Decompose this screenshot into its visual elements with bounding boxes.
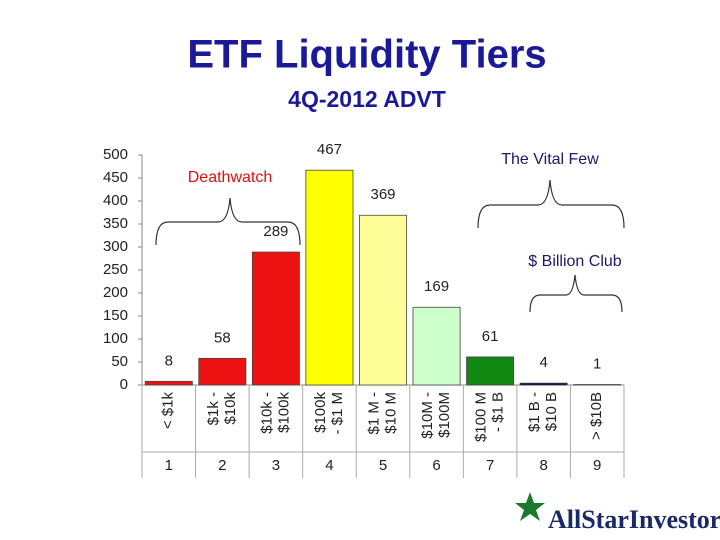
y-tick-label: 150 xyxy=(103,307,128,324)
bar xyxy=(412,306,461,386)
y-tick-label: 50 xyxy=(111,353,128,370)
tier-label: 5 xyxy=(379,457,387,474)
x-tick-label: $10M - xyxy=(419,392,436,439)
y-tick-label: 250 xyxy=(103,261,128,278)
value-label: 169 xyxy=(424,278,449,295)
tier-label: 9 xyxy=(593,457,601,474)
y-tick-label: 350 xyxy=(103,215,128,232)
value-label: 58 xyxy=(214,329,231,346)
tier-label: 3 xyxy=(272,457,280,474)
x-tick-label: $10 B xyxy=(543,392,560,431)
bar xyxy=(359,214,407,386)
x-tick-label: > $10B xyxy=(588,392,605,440)
tier-label: 6 xyxy=(432,457,440,474)
logo: AllStarInvestor xyxy=(515,492,720,534)
tier-label: 8 xyxy=(539,457,547,474)
tier-label: 7 xyxy=(486,457,494,474)
y-tick-label: 400 xyxy=(103,192,128,209)
x-tick-label: $10k xyxy=(222,392,239,425)
annotation: Deathwatch xyxy=(188,169,273,186)
y-tick-label: 300 xyxy=(103,238,128,255)
x-tick-label: - $1 M xyxy=(329,392,346,435)
chart-title: ETF Liquidity Tiers xyxy=(187,33,546,77)
x-tick-label: $10k - xyxy=(258,392,275,434)
value-label: 8 xyxy=(165,352,173,369)
value-label: 4 xyxy=(539,354,547,371)
bar xyxy=(305,169,354,386)
bar xyxy=(466,356,515,386)
value-label: 289 xyxy=(263,223,288,240)
tier-label: 4 xyxy=(325,457,333,474)
brace xyxy=(155,197,301,246)
bar xyxy=(198,357,247,386)
chart-subtitle: 4Q-2012 ADVT xyxy=(288,86,446,112)
tier-label: 2 xyxy=(218,457,226,474)
x-tick-label: $100 M xyxy=(473,392,490,442)
y-tick-label: 450 xyxy=(103,169,128,186)
bar xyxy=(251,251,300,386)
logo-star xyxy=(515,492,545,521)
x-tick-label: $1 B - xyxy=(526,392,543,432)
value-label: 369 xyxy=(370,186,395,203)
y-tick-label: 200 xyxy=(103,284,128,301)
brace xyxy=(477,179,625,229)
value-label: 61 xyxy=(482,328,499,345)
x-tick-label: $1k - xyxy=(205,392,222,425)
x-tick-label: $10 M xyxy=(382,392,399,434)
x-tick-label: - $1 B xyxy=(490,392,507,432)
annotation: $ Billion Club xyxy=(528,253,621,270)
y-tick-label: 0 xyxy=(120,376,128,393)
x-tick-label: < $1k xyxy=(160,392,177,430)
x-tick-label: $100M xyxy=(436,392,453,438)
brace xyxy=(529,274,623,313)
logo-text: AllStarInvestor xyxy=(548,505,720,534)
value-label: 1 xyxy=(593,356,601,373)
y-tick-label: 100 xyxy=(103,330,128,347)
x-tick-label: $1 M - xyxy=(365,392,382,435)
value-label: 467 xyxy=(317,141,342,158)
bar xyxy=(519,382,568,386)
bar xyxy=(144,380,193,386)
x-tick-label: $100k xyxy=(275,392,292,433)
x-tick-label: $100k xyxy=(312,392,329,433)
tier-label: 1 xyxy=(165,457,173,474)
y-tick-label: 500 xyxy=(103,146,128,163)
annotation: The Vital Few xyxy=(501,151,599,168)
